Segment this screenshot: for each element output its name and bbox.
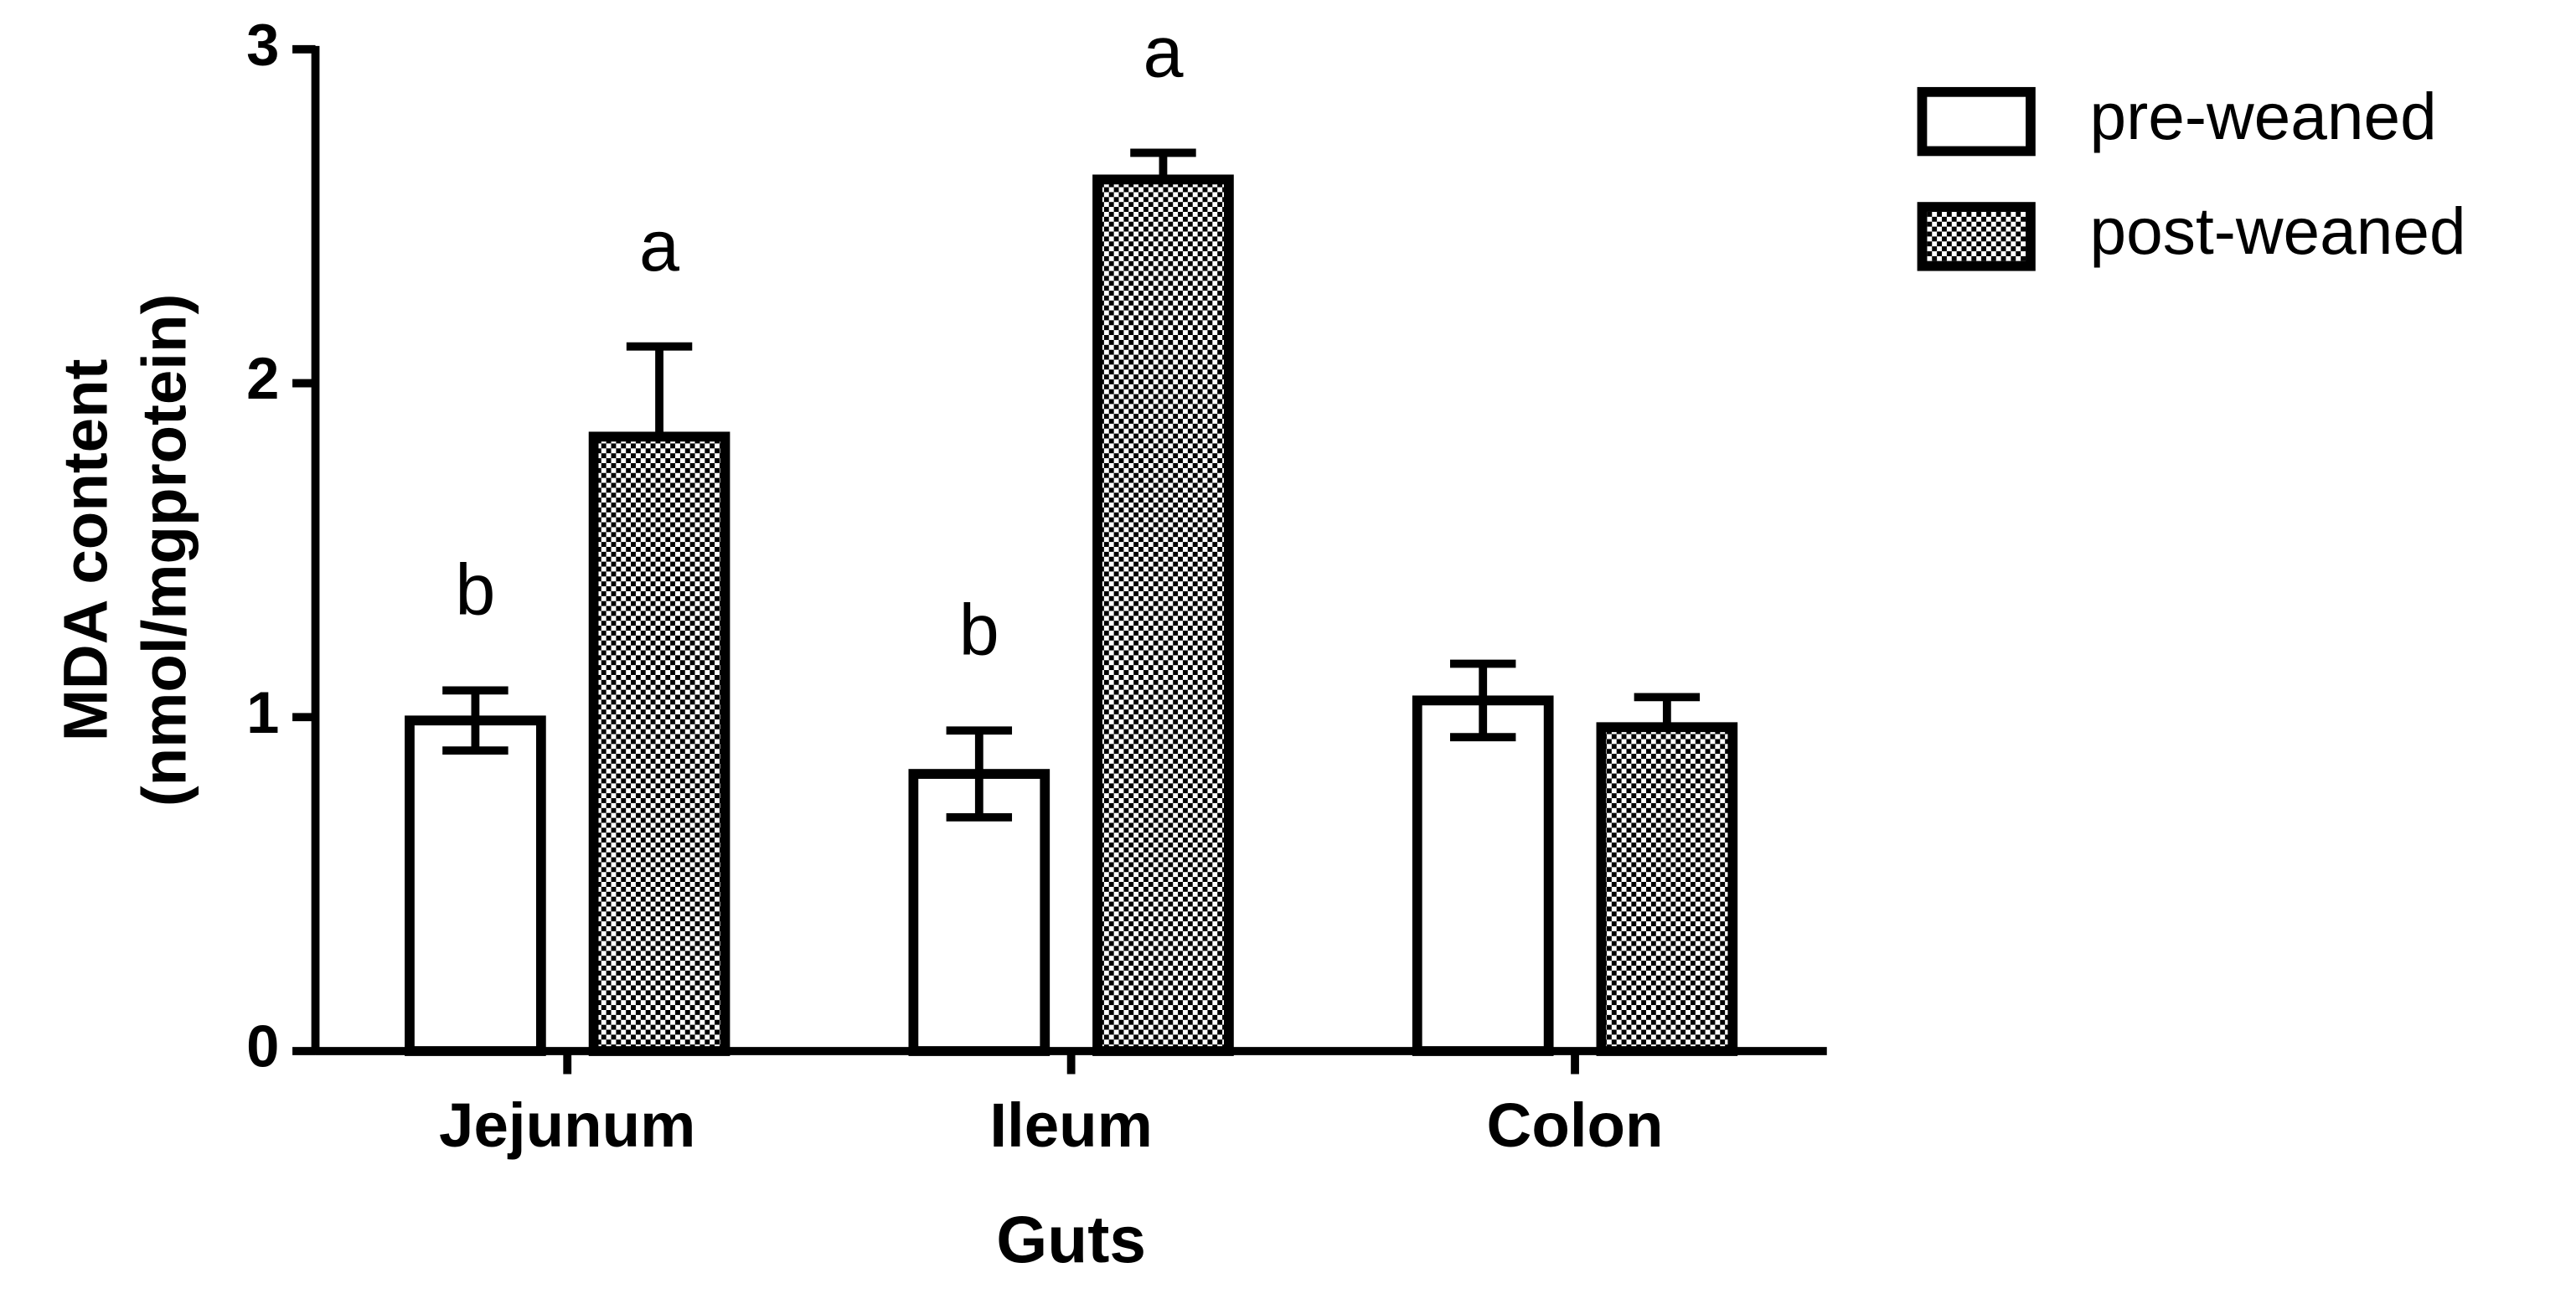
y-tick-label: 2 [246,345,279,411]
x-tick-label: Colon [1487,1090,1664,1160]
bar [1596,722,1738,1056]
significance-letter: a [639,206,679,286]
significance-letter: b [455,549,495,630]
y-tick-label: 1 [246,679,279,745]
x-tick-label: Ileum [989,1090,1153,1160]
y-axis-title: MDA content (nmol/mgprotein) [51,294,199,807]
x-axis-title: Guts [996,1203,1146,1276]
y-axis-title-line: (nmol/mgprotein) [130,294,199,807]
y-tick-label: 0 [246,1013,279,1080]
significance-letter: b [959,590,999,670]
bar [908,769,1051,1056]
x-tick-label: Jejunum [439,1090,695,1160]
bar [1412,695,1554,1056]
legend-label: pre-weaned [2090,80,2437,153]
legend-swatch [1917,86,2036,157]
y-tick-label: 3 [246,11,279,77]
legend-swatch [1917,202,2036,271]
legend-label: post-weaned [2090,194,2466,268]
significance-letter: a [1143,12,1183,92]
bar [588,431,730,1056]
bar [1092,174,1234,1056]
bar [405,715,546,1056]
y-axis-title-line: MDA content [51,359,121,742]
